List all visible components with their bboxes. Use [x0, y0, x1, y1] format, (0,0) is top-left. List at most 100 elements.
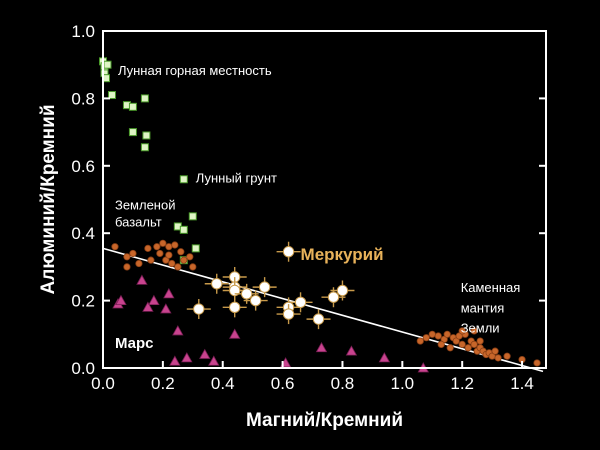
- y-tick-label: 0.8: [71, 89, 95, 108]
- data-point-circle: [458, 340, 466, 349]
- x-tick-label: 1.2: [450, 374, 474, 393]
- data-point-mercury: [282, 246, 295, 258]
- data-point-triangle: [148, 294, 160, 306]
- data-point-circle: [186, 253, 194, 261]
- data-point-circle: [464, 344, 472, 352]
- x-tick-label: 0.6: [271, 374, 295, 393]
- data-point-circle: [168, 259, 176, 268]
- y-tick-label: 0.6: [71, 157, 95, 176]
- data-point-square: [128, 128, 137, 137]
- data-point-circle: [159, 239, 167, 247]
- data-point-circle: [470, 327, 478, 335]
- data-point-square: [191, 244, 200, 253]
- data-point-square: [107, 91, 116, 100]
- data-point-circle: [165, 251, 173, 259]
- data-point-mercury: [249, 294, 262, 307]
- data-point-mercury: [336, 284, 349, 297]
- data-point-circle: [470, 340, 478, 349]
- annotation-label: Каменная: [461, 280, 521, 295]
- data-point-circle: [171, 241, 179, 249]
- y-tick-label: 1.0: [71, 22, 95, 41]
- data-point-circle: [153, 243, 161, 251]
- data-point-square: [179, 175, 188, 184]
- data-point-square: [179, 225, 188, 234]
- data-point-mercury: [240, 288, 253, 300]
- y-tick-label: 0.4: [71, 224, 95, 243]
- chart-marks: [99, 57, 544, 373]
- data-point-triangle: [172, 325, 184, 336]
- x-tick-label: 0.8: [331, 374, 355, 393]
- data-point-mercury: [211, 278, 223, 290]
- data-point-triangle: [136, 274, 148, 285]
- data-point-triangle: [160, 303, 172, 314]
- data-point-square: [188, 212, 197, 221]
- data-point-mercury: [327, 291, 340, 303]
- data-point-circle: [422, 334, 430, 342]
- annotation-label: Меркурий: [301, 245, 384, 264]
- data-point-circle: [129, 249, 137, 258]
- data-point-circle: [476, 337, 484, 345]
- data-point-square: [140, 143, 149, 152]
- plot-frame: [102, 30, 547, 369]
- data-point-mercury: [312, 313, 325, 325]
- data-point-circle: [123, 253, 131, 261]
- data-point-circle: [491, 347, 499, 355]
- data-point-circle: [416, 337, 424, 345]
- data-point-circle: [428, 330, 436, 338]
- data-point-square: [128, 102, 137, 111]
- data-point-mercury: [258, 281, 271, 293]
- data-point-circle: [443, 330, 451, 338]
- data-point-circle: [177, 248, 185, 256]
- data-point-mercury: [229, 284, 241, 297]
- chart-annotations: Лунная горная местность Лунный грунт Земле…: [115, 63, 520, 352]
- data-point-circle: [503, 352, 511, 360]
- data-point-triangle: [163, 288, 175, 299]
- x-tick-label: 1.4: [510, 374, 534, 393]
- annotation-label: Лунный грунт: [196, 171, 277, 186]
- x-tick-label: 1.0: [391, 374, 415, 393]
- data-point-circle: [434, 332, 442, 340]
- data-point-circle: [189, 263, 197, 271]
- data-point-circle: [446, 344, 454, 352]
- data-point-square: [103, 60, 112, 69]
- annotation-label: Марс: [115, 335, 154, 352]
- data-point-circle: [111, 243, 119, 251]
- data-point-circle: [174, 263, 182, 271]
- annotation-label: Земленой: [115, 198, 176, 213]
- x-axis-title: Магний/Кремний: [246, 410, 403, 431]
- data-point-triangle: [229, 328, 241, 339]
- x-tick-label: 0.2: [151, 374, 175, 393]
- annotation-label: Лунная горная местность: [118, 63, 272, 78]
- data-point-triangle: [208, 355, 220, 366]
- data-point-triangle: [115, 294, 127, 306]
- y-tick-label: 0.2: [71, 292, 95, 311]
- data-point-triangle: [378, 352, 391, 363]
- data-point-triangle: [169, 355, 181, 366]
- data-point-square: [140, 94, 149, 103]
- data-point-triangle: [315, 341, 328, 353]
- y-tick-label: 0.0: [71, 359, 95, 378]
- data-point-triangle: [142, 301, 154, 312]
- axis-ticks: 0.0 0.2 0.4 0.6 0.8 1.0 1.2 1.4 0.0 0.2 0.4 0.6 0.8 1…: [71, 22, 546, 393]
- data-point-circle: [494, 354, 502, 362]
- data-point-mercury: [229, 301, 241, 314]
- data-point-triangle: [345, 345, 358, 356]
- data-point-circle: [147, 256, 155, 264]
- data-point-circle: [533, 359, 541, 367]
- data-point-mercury: [193, 303, 205, 315]
- data-point-circle: [180, 256, 188, 264]
- data-point-circle: [437, 340, 445, 349]
- data-point-circle: [165, 243, 173, 251]
- x-tick-label: 0.0: [91, 374, 115, 393]
- data-point-triangle: [181, 352, 193, 363]
- data-point-mercury: [294, 296, 307, 308]
- data-point-circle: [135, 259, 143, 268]
- data-point-circle: [458, 327, 466, 335]
- annotation-label: мантия: [461, 300, 505, 315]
- data-point-circle: [144, 244, 152, 252]
- data-point-square: [142, 131, 151, 140]
- y-axis-title: Алюминий/Кремний: [38, 104, 59, 294]
- annotation-label: Земли: [461, 321, 500, 336]
